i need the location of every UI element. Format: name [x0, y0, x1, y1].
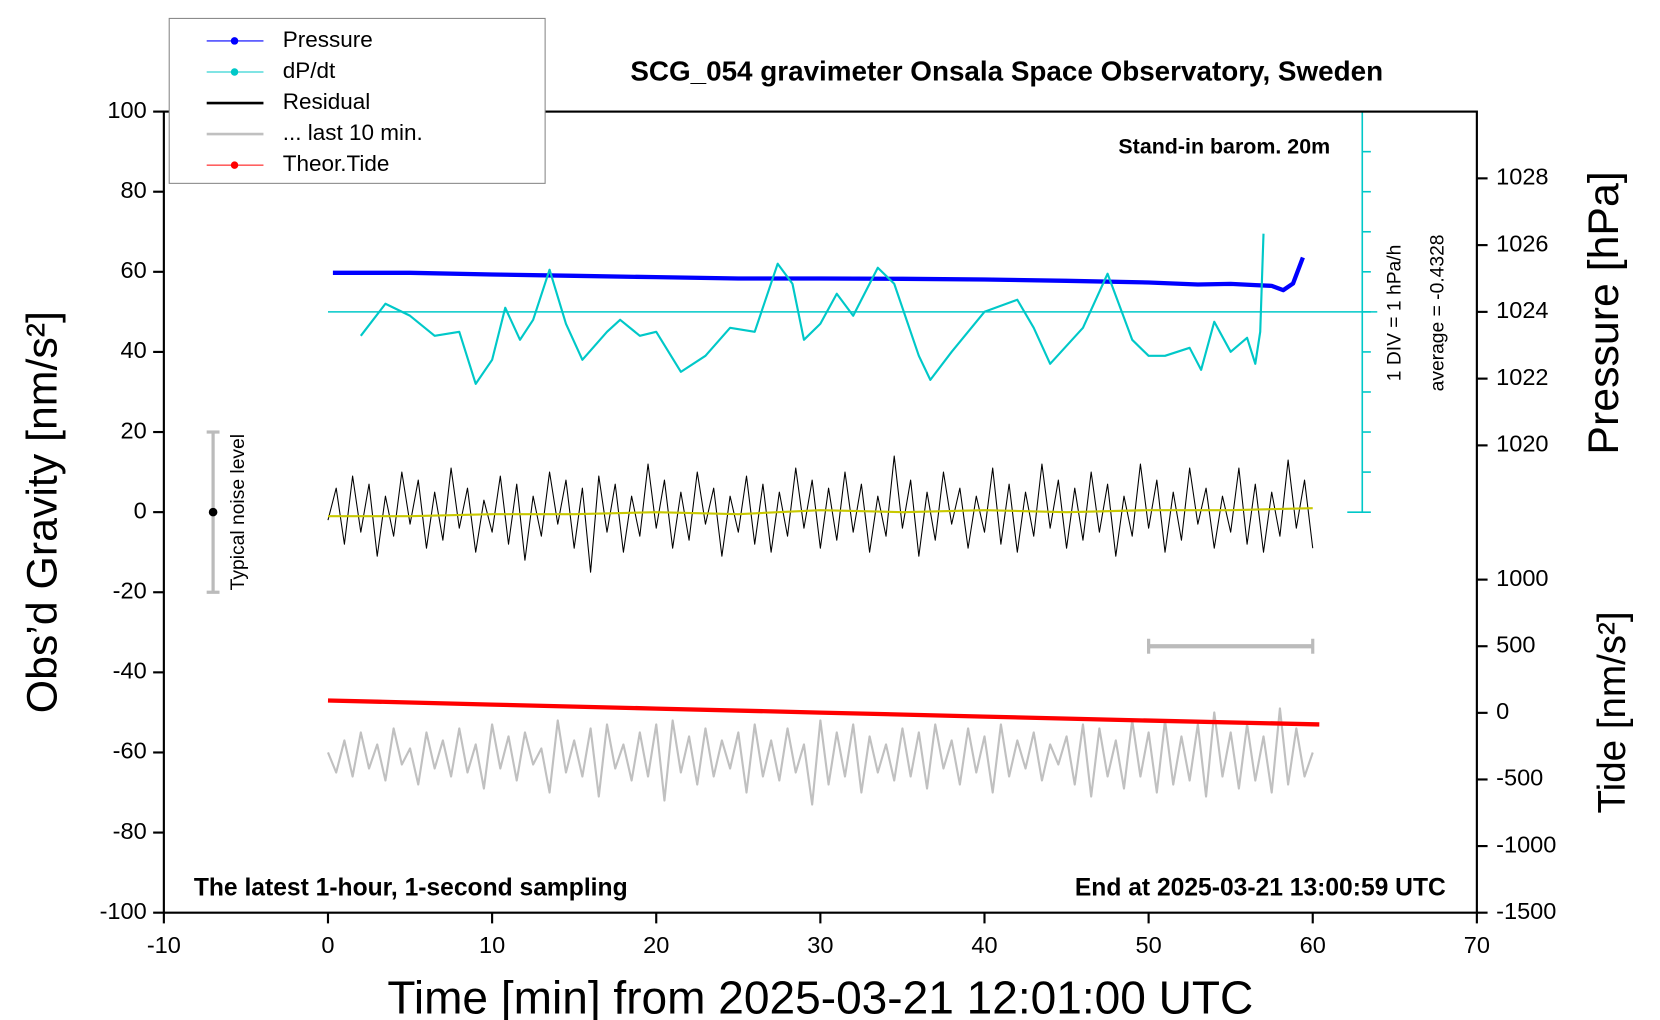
series-line: [327, 698, 1320, 727]
series-line: [326, 707, 1314, 806]
legend-label: Theor.Tide: [283, 151, 390, 176]
y-tick-label: 20: [121, 417, 147, 443]
y-tick-label: 60: [121, 257, 147, 283]
annotation: The latest 1-hour, 1-second sampling: [194, 875, 628, 902]
legend-marker: [230, 68, 239, 76]
y3-tick-label: 1000: [1496, 565, 1548, 591]
y-tick-label: -40: [113, 658, 147, 684]
y2-tick-label: 1024: [1496, 297, 1548, 323]
x-tick-label: 70: [1464, 932, 1490, 958]
x-tick-label: 40: [971, 932, 997, 958]
legend-label: Pressure: [283, 27, 373, 52]
legend-marker: [230, 161, 239, 169]
series-line: [332, 256, 1305, 293]
annotation: 1 DIV = 1 hPa/h: [1385, 245, 1406, 382]
y3-tick-label: -1000: [1496, 831, 1556, 857]
x-tick-label: 30: [807, 932, 833, 958]
y3-tick-label: 500: [1496, 631, 1535, 657]
chart-title: SCG_054 gravimeter Onsala Space Observat…: [630, 55, 1383, 86]
annotation: Stand-in barom. 20m: [1118, 135, 1330, 159]
x-tick-label: 0: [321, 932, 334, 958]
plot-area: Typical noise level: [206, 110, 1378, 806]
y-tick-label: -20: [113, 577, 147, 603]
legend-label: Residual: [283, 89, 371, 114]
legend: Pressure dP/dt Residual ... last 10 min. The…: [168, 17, 546, 184]
y2-tick-label: 1026: [1496, 230, 1548, 256]
legend-marker: [230, 37, 239, 45]
y3-tick-label: 0: [1496, 698, 1509, 724]
x-tick-label: 20: [643, 932, 669, 958]
legend-box: [168, 17, 546, 184]
y3-tick-label: -1500: [1496, 898, 1556, 924]
x-axis-label: Time [min] from 2025-03-21 12:01:00 UTC: [387, 972, 1253, 1020]
y2-axis-label: Pressure [hPa]: [1580, 171, 1628, 454]
x-tick-label: 60: [1300, 932, 1326, 958]
legend-label: dP/dt: [283, 58, 336, 83]
y-tick-label: 80: [121, 177, 147, 203]
x-tick-label: 50: [1136, 932, 1162, 958]
x-tick-label: 10: [479, 932, 505, 958]
series-line: [327, 507, 1313, 518]
y-axis-label: Obs’d Gravity [nm/s²]: [18, 311, 66, 713]
series-line: [327, 455, 1314, 573]
annotation: End at 2025-03-21 13:00:59 UTC: [1075, 875, 1446, 902]
noise-center: [208, 507, 218, 517]
legend-label: ... last 10 min.: [283, 120, 423, 145]
y2-tick-label: 1022: [1496, 364, 1548, 390]
y-tick-label: -80: [113, 818, 147, 844]
y3-axis-label: Tide [nm/s²]: [1591, 611, 1634, 813]
y3-tick-label: -500: [1496, 765, 1543, 791]
noise-label: Typical noise level: [228, 434, 249, 590]
series-line: [359, 233, 1265, 385]
y-tick-label: -100: [100, 898, 147, 924]
y-tick-label: 40: [121, 337, 147, 363]
y2-tick-label: 1020: [1496, 431, 1548, 457]
y-tick-label: 100: [107, 97, 146, 123]
y-tick-label: 0: [134, 497, 147, 523]
x-tick-label: -10: [147, 932, 181, 958]
y-tick-label: -60: [113, 738, 147, 764]
annotation: average = -0.4328: [1427, 234, 1448, 391]
y2-tick-label: 1028: [1496, 164, 1548, 190]
